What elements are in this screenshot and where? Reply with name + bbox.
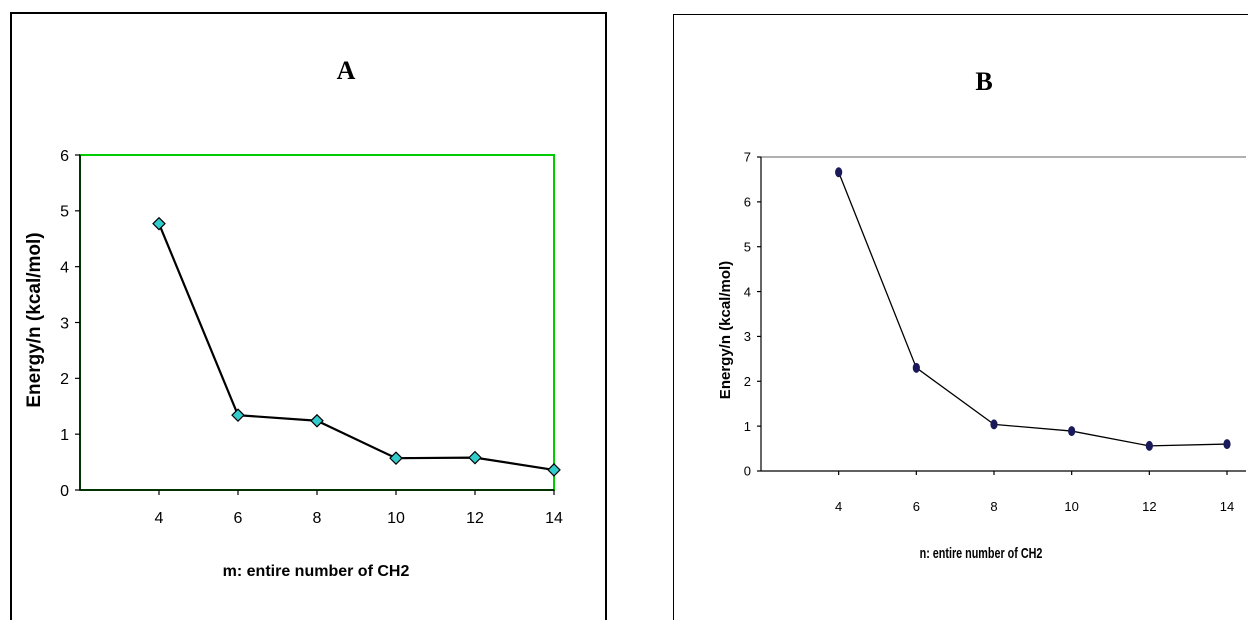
chart-a-y-tick-label: 0 [60,483,69,500]
chart-b-series-line [838,172,1228,447]
chart-a-data-point [152,216,166,231]
chart-b-data-point [1068,426,1076,437]
chart-b-y-tick-label: 1 [744,419,751,434]
chart-b-data-point [1223,439,1231,450]
chart-b-x-tick-label: 4 [835,499,842,514]
chart-a-x-tick-label: 10 [387,510,405,527]
chart-a-data-point [231,408,245,423]
chart-b-data-point [990,419,998,430]
chart-b-x-tick-label: 10 [1064,499,1078,514]
chart-b-x-label: n: entire number of CH2 [920,544,1043,561]
chart-a-data-point [389,451,403,466]
chart-b-x-tick-label: 14 [1220,499,1234,514]
chart-a-series-line [157,223,555,471]
chart-a-data-point [310,413,324,428]
chart-a-x-tick-label: 14 [545,510,563,527]
chart-a-y-tick-label: 6 [60,148,69,165]
chart-a-x-ticks: 4 6 8 10 12 14 [155,490,563,527]
chart-a-y-tick-label: 1 [60,427,69,444]
chart-a-x-tick-label: 8 [313,510,322,527]
chart-a-plot-area [79,154,555,491]
chart-a-points [152,216,561,477]
chart-b-data-point [912,362,920,373]
chart-a-x-label: m: entire number of CH2 [223,563,410,580]
chart-a-y-tick-label: 3 [60,315,69,332]
chart-b-data-point [835,167,843,178]
chart-a-data-point [547,463,561,477]
chart-b-y-tick-label: 7 [744,150,751,165]
chart-a-x-tick-label: 12 [466,510,484,527]
chart-a-x-tick-label: 4 [155,510,164,527]
chart-b-points [835,167,1231,451]
chart-b-x-ticks: 4 6 8 10 12 14 [835,471,1234,514]
chart-a-y-ticks: 0 1 2 3 4 5 6 [60,148,80,500]
chart-b-frame [673,14,1248,620]
chart-b-x-tick-label: 8 [990,499,997,514]
chart-a-panel-label: A [337,56,356,85]
chart-b-y-tick-label: 0 [744,464,751,479]
chart-b-y-tick-label: 4 [744,284,751,299]
chart-b-y-tick-label: 3 [744,329,751,344]
chart-b-y-tick-label: 6 [744,195,751,210]
chart-b-y-ticks: 0 1 2 3 4 5 6 7 [744,150,761,479]
chart-a-y-label: Energy/n (kcal/mol) [24,232,45,407]
chart-a-y-tick-label: 5 [60,204,69,221]
chart-a-data-point [468,450,482,465]
chart-b-panel-label: B [975,67,992,96]
chart-a-y-tick-label: 4 [60,259,69,276]
chart-b-y-tick-label: 2 [744,374,751,389]
chart-a-x-tick-label: 6 [234,510,243,527]
chart-a-y-tick-label: 2 [60,371,69,388]
chart-b-x-tick-label: 12 [1142,499,1156,514]
chart-b-data-point [1145,440,1153,451]
chart-b-y-label: Energy/n (kcal/mol) [717,261,734,399]
chart-b-y-tick-label: 5 [744,239,751,254]
chart-a-frame [10,12,607,620]
chart-b-x-tick-label: 6 [913,499,920,514]
